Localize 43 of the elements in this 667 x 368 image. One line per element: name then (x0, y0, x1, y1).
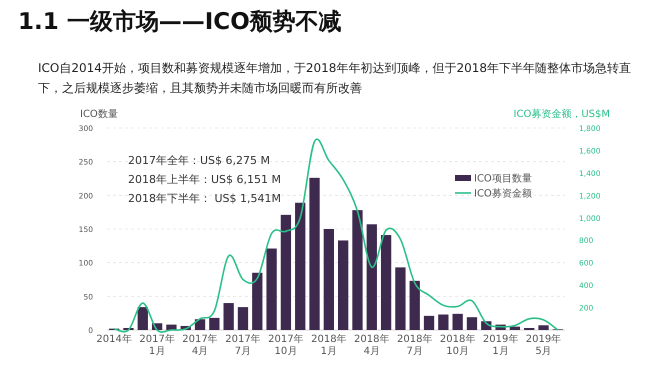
bar (252, 272, 262, 330)
legend-label: ICO项目数量 (474, 174, 532, 184)
bar (538, 325, 549, 330)
x-tick-label: 2017年1月 (139, 333, 175, 357)
bar (266, 248, 277, 330)
x-tick-label: 2017年4月 (182, 333, 218, 357)
bar (194, 319, 206, 330)
bar (366, 224, 377, 330)
bar (209, 318, 220, 330)
x-tick-label: 2019年1月 (482, 333, 518, 357)
chart-subtitle: ICO自2014开始，项目数和募资规模逐年增加，于2018年年初达到顶峰，但于2018年下半年随整体市场急转直下，之后规模逐步萎缩，且其颓势并未随市场回暖而有所改善 (38, 60, 632, 97)
bar (395, 267, 406, 330)
chart-title: 1.1 一级市场——ICO颓势不减 (18, 8, 342, 37)
y2-axis-title: ICO募资金额，US$M (514, 108, 610, 120)
x-tick-label: 2017年10月 (268, 333, 304, 357)
bar (295, 202, 306, 330)
bar (238, 307, 248, 330)
x-tick-label: 2019年5月 (526, 333, 562, 357)
bar (309, 178, 320, 330)
bar (438, 314, 448, 330)
bar (380, 235, 392, 330)
x-tick-label: 2018年4月 (354, 333, 390, 357)
y-axis-title: ICO数量 (80, 109, 118, 120)
x-tick-label: 2018年7月 (396, 333, 432, 357)
bar (352, 210, 363, 330)
bar (510, 326, 520, 330)
x-tick-label: 2017年7月 (225, 333, 261, 357)
bar (452, 314, 463, 330)
x-tick-label: 2018年1月 (311, 333, 347, 357)
bar (466, 317, 478, 330)
annotation: 2018年上半年：US$ 6,151 M (128, 173, 282, 186)
bar (224, 303, 234, 330)
annotation: 2018年下半年： US$ 1,541M (128, 192, 282, 205)
bar (138, 307, 148, 330)
bar (410, 280, 420, 330)
annotation: 2017年全年：US$ 6,275 M (128, 154, 270, 167)
bar (324, 229, 334, 330)
bar (338, 240, 348, 330)
x-tick-label: 2018年10月 (440, 333, 476, 357)
x-tick-label: 2014年 (96, 333, 132, 345)
legend-label: ICO募资金额 (474, 188, 532, 200)
bar (424, 316, 434, 330)
bar (280, 214, 292, 330)
